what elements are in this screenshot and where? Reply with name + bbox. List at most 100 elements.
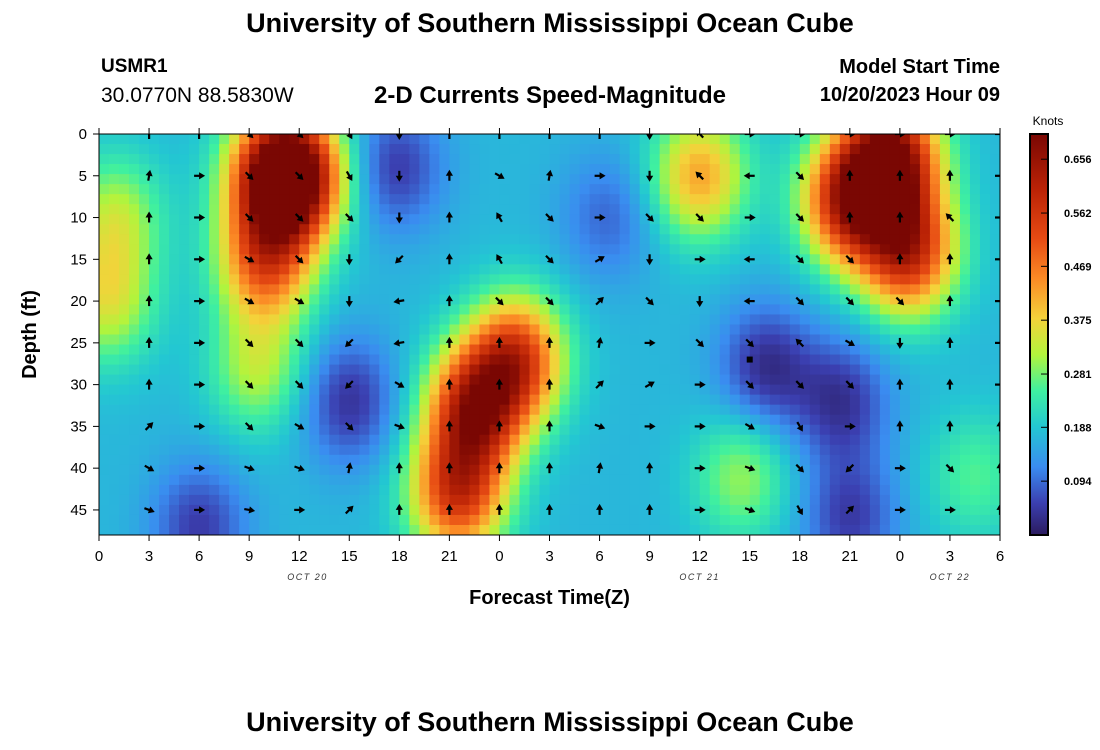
- heat-cell: [249, 474, 260, 486]
- heat-cell: [459, 504, 471, 516]
- arrow-head: [796, 508, 803, 516]
- heat-cell: [759, 384, 771, 396]
- heat-cell: [929, 344, 941, 356]
- heat-cell: [239, 504, 250, 516]
- heat-cell: [389, 454, 400, 466]
- heat-cell: [389, 304, 400, 316]
- heat-cell: [139, 164, 150, 175]
- heat-cell: [219, 204, 230, 215]
- heat-cell: [829, 234, 841, 245]
- heat-cell: [579, 394, 591, 406]
- heat-cell: [509, 214, 521, 225]
- heat-cell: [269, 194, 280, 205]
- heat-cell: [649, 364, 661, 376]
- heat-cell: [699, 214, 711, 225]
- heat-cell: [529, 214, 541, 225]
- heat-cell: [189, 424, 200, 436]
- heat-cell: [179, 424, 190, 436]
- heat-cell: [119, 454, 130, 466]
- heat-cell: [629, 454, 641, 466]
- heat-cell: [879, 364, 891, 376]
- heat-cell: [679, 334, 691, 346]
- heat-cell: [729, 264, 741, 275]
- heat-cell: [559, 184, 571, 195]
- heat-cell: [329, 484, 340, 496]
- heat-cell: [369, 434, 380, 446]
- heat-cell: [919, 234, 931, 245]
- heat-cell: [569, 344, 581, 356]
- heat-cell: [309, 384, 320, 396]
- heat-cell: [459, 354, 471, 366]
- heat-cell: [249, 514, 260, 526]
- arrow-head: [495, 420, 503, 427]
- heat-cell: [739, 154, 751, 165]
- heat-cell: [919, 174, 931, 185]
- heat-cell: [159, 404, 170, 416]
- heat-cell: [529, 384, 541, 396]
- heat-cell: [779, 204, 791, 215]
- heat-cell: [739, 194, 751, 205]
- heat-cell: [749, 204, 761, 215]
- heat-cell: [429, 224, 440, 235]
- heat-cell: [699, 324, 711, 336]
- heat-cell: [509, 154, 521, 165]
- heat-cell: [99, 134, 110, 145]
- heat-cell: [819, 434, 831, 446]
- heat-cell: [239, 174, 250, 185]
- heat-cell: [589, 144, 601, 155]
- heat-cell: [509, 394, 521, 406]
- heat-cell: [889, 414, 901, 426]
- heat-cell: [829, 224, 841, 235]
- heat-cell: [359, 484, 370, 496]
- heat-cell: [349, 434, 360, 446]
- heat-cell: [139, 424, 150, 436]
- heat-cell: [469, 384, 481, 396]
- heat-cell: [299, 344, 310, 356]
- heat-cell: [739, 344, 751, 356]
- current-arrow: [496, 212, 503, 223]
- heat-cell: [439, 434, 450, 446]
- heat-cell: [229, 464, 240, 476]
- heat-cell: [369, 374, 380, 386]
- heat-cell: [909, 174, 921, 185]
- heat-cell: [259, 304, 270, 316]
- heat-cell: [859, 374, 871, 386]
- heat-cell: [929, 504, 941, 516]
- heat-cell: [389, 174, 400, 185]
- heat-cell: [259, 164, 270, 175]
- heat-cell: [399, 374, 410, 386]
- heat-cell: [279, 244, 290, 255]
- heat-cell: [189, 204, 200, 215]
- heat-cell: [409, 194, 420, 205]
- heat-cell: [869, 354, 881, 366]
- heat-cell: [639, 344, 651, 356]
- heat-cell: [829, 164, 841, 175]
- heat-cell: [779, 354, 791, 366]
- heat-cell: [549, 284, 561, 296]
- heat-cell: [679, 394, 691, 406]
- heat-cell: [569, 294, 581, 306]
- heat-cell: [589, 394, 601, 406]
- heat-cell: [949, 294, 961, 306]
- current-arrow: [244, 213, 254, 222]
- heat-cell: [609, 384, 621, 396]
- arrow-head: [645, 175, 654, 182]
- current-arrow: [244, 297, 255, 305]
- heat-cell: [859, 504, 871, 516]
- current-arrow: [695, 134, 705, 139]
- heat-cell: [699, 194, 711, 205]
- heat-cell: [489, 354, 501, 366]
- heat-cell: [949, 394, 961, 406]
- heat-cell: [509, 464, 521, 476]
- heat-cell: [409, 374, 420, 386]
- heat-cell: [769, 324, 781, 336]
- heat-cell: [509, 504, 521, 516]
- heat-cell: [419, 484, 430, 496]
- heat-cell: [219, 434, 230, 446]
- heat-cell: [459, 394, 471, 406]
- heat-cell: [729, 424, 741, 436]
- heat-cell: [659, 304, 671, 316]
- heat-cell: [549, 274, 561, 285]
- heat-cell: [189, 234, 200, 245]
- heat-cell: [109, 464, 120, 476]
